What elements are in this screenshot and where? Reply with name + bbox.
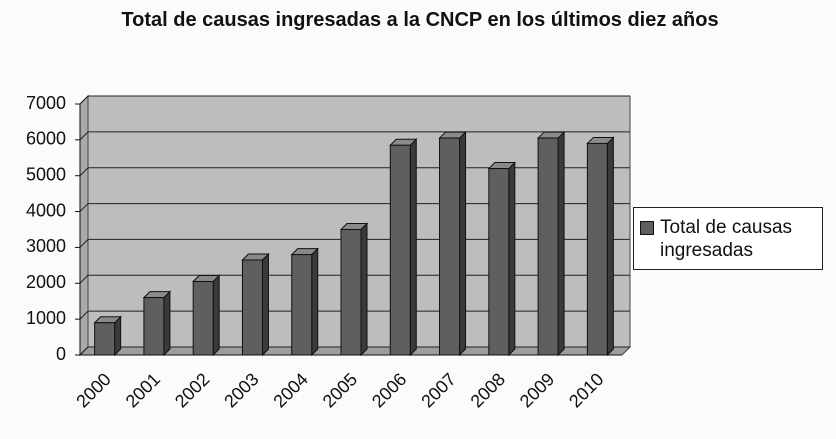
y-tick-label: 1000 [26,308,66,328]
x-tick-label: 2007 [417,369,459,411]
bar-side [459,130,467,357]
bar [192,280,214,356]
bar [241,259,263,356]
bar [586,142,608,356]
x-tick-label: 2009 [516,369,558,411]
y-tick-label: 2000 [26,272,66,292]
bar [143,297,165,356]
x-tick-label: 2010 [565,369,607,411]
grid-line [79,95,630,105]
bar-side [409,138,417,357]
bar-side [163,290,171,357]
x-tick-label: 2001 [122,369,164,411]
x-tick-label: 2000 [72,369,114,411]
bar [340,229,362,356]
legend: Total de causas ingresadas [633,207,823,270]
legend-swatch [640,221,654,235]
bar-side [557,130,565,357]
bar-side [311,247,319,357]
bar [537,137,559,356]
y-tick-label: 6000 [26,129,66,149]
bar [94,322,116,356]
bar-side [261,252,269,357]
x-tick-label: 2003 [220,369,262,411]
chart-title: Total de causas ingresadas a la CNCP en … [121,9,719,31]
bar [488,168,510,356]
side-wall [79,94,89,357]
x-tick-label: 2006 [368,369,410,411]
legend-label: Total de causas ingresadas [660,217,793,261]
bar-side [360,222,368,357]
bar [291,254,313,356]
x-tick-label: 2008 [467,369,509,411]
y-tick-label: 5000 [26,164,66,184]
y-tick-label: 4000 [26,200,66,220]
x-tick-label: 2005 [319,369,361,411]
y-tick-label: 3000 [26,236,66,256]
x-tick-label: 2002 [171,369,213,411]
y-tick-label: 7000 [26,93,66,113]
x-tick-label: 2004 [269,369,311,411]
bar-side [212,274,220,357]
bar-side [508,161,516,357]
bar [389,144,411,356]
bar-side [606,136,614,357]
bar [439,137,461,356]
y-tick-label: 0 [56,344,66,364]
